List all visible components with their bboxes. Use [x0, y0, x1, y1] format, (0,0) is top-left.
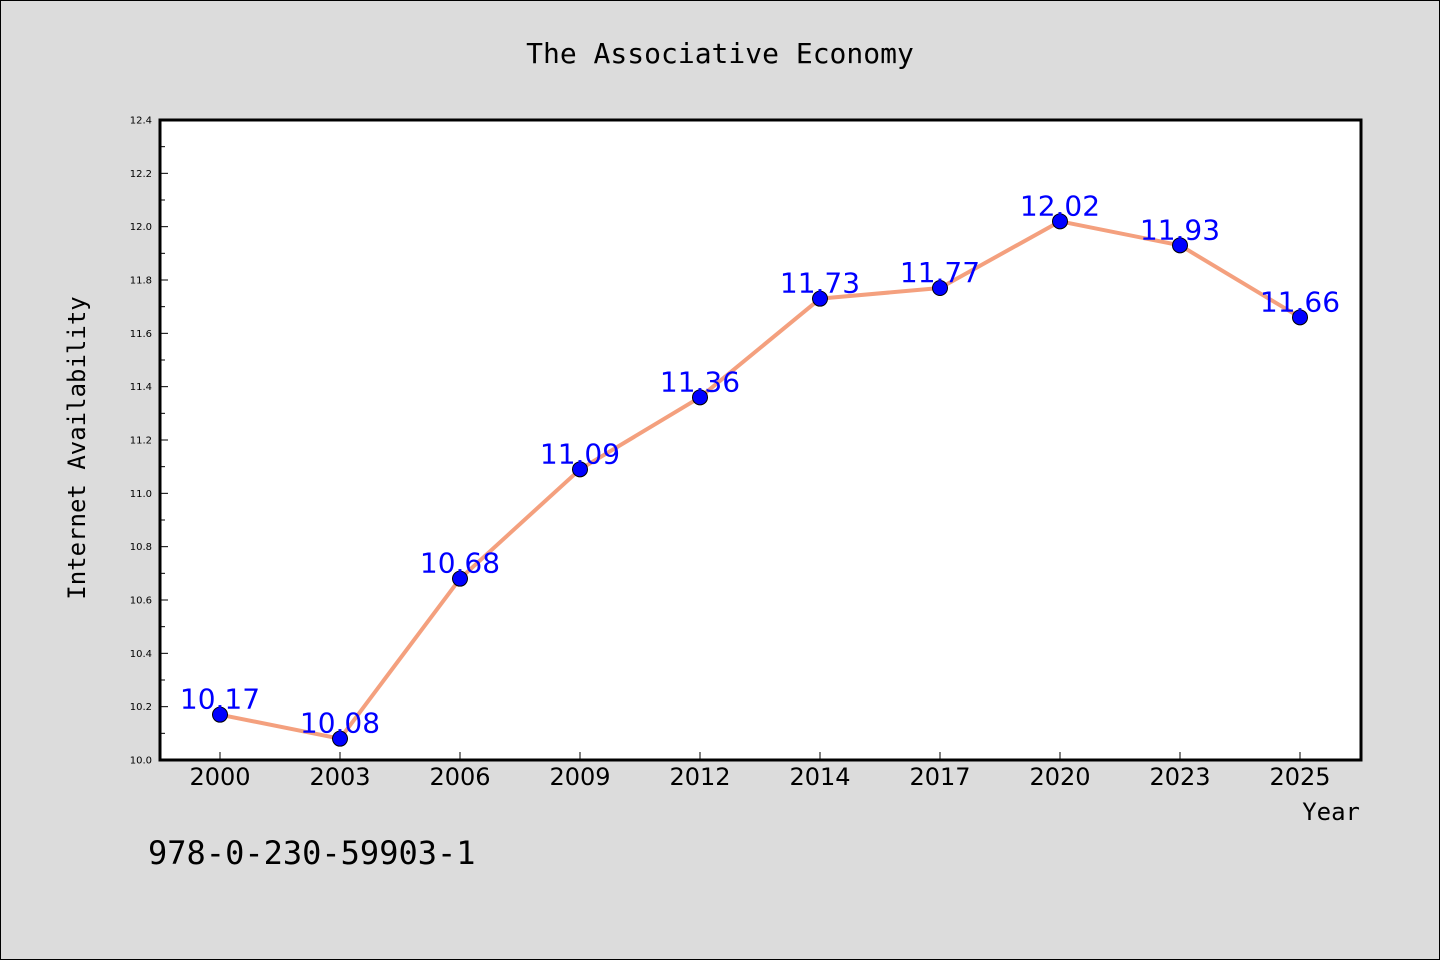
y-tick-label: 11.0: [130, 489, 152, 500]
x-axis: 2000 2003 2006 2009 2012 2014 2017 2020 2023 2025: [189, 752, 1331, 791]
plot-area: [158, 118, 1363, 762]
data-label: 12.02: [1020, 189, 1100, 222]
y-axis: 10.0 10.2 10.4 10.6 10.8 11.0 11.2 11.4 11.6 11.8…: [130, 116, 168, 767]
x-tick-label: 2006: [429, 763, 490, 791]
x-tick-label: 2025: [1269, 763, 1330, 791]
y-tick-label: 10.8: [130, 542, 152, 553]
y-tick-label: 10.0: [130, 756, 152, 767]
y-tick-label: 10.2: [130, 702, 152, 713]
x-tick-label: 2000: [189, 763, 250, 791]
data-point: [1292, 309, 1308, 326]
y-tick-label: 11.6: [130, 329, 152, 340]
data-point: [332, 730, 348, 747]
x-tick-label: 2017: [909, 763, 970, 791]
isbn-annotation: 978-0-230-59903-1: [148, 834, 476, 872]
data-label: 10.08: [300, 707, 380, 740]
data-label: 11.77: [900, 256, 980, 289]
x-tick-label: 2012: [669, 763, 730, 791]
data-point: [1172, 237, 1188, 254]
y-tick-label: 12.4: [130, 116, 152, 127]
y-tick-label: 11.4: [130, 382, 152, 393]
data-labels: 10.17 10.08 10.68 11.09 11.36 11.73 11.77 12.02…: [180, 189, 1340, 739]
x-tick-label: 2020: [1029, 763, 1090, 791]
y-tick-label: 12.2: [130, 169, 152, 180]
data-point: [932, 280, 948, 296]
x-tick-label: 2009: [549, 763, 610, 791]
data-label: 11.66: [1260, 285, 1340, 318]
data-label: 11.09: [540, 437, 620, 470]
chart-title: The Associative Economy: [526, 37, 914, 70]
x-tick-label: 2023: [1149, 763, 1210, 791]
x-tick-label: 2003: [309, 763, 370, 791]
data-point: [212, 706, 228, 723]
series-line: [219, 219, 1302, 741]
y-tick-label: 11.8: [130, 276, 152, 287]
data-point: [452, 570, 468, 587]
data-label: 10.68: [420, 547, 500, 580]
y-tick-label: 11.2: [130, 436, 152, 447]
x-tick-label: 2014: [789, 763, 850, 791]
data-point: [812, 290, 828, 307]
x-axis-label: Year: [1302, 798, 1360, 826]
data-label: 10.17: [180, 683, 260, 716]
y-tick-label: 12.0: [130, 222, 152, 233]
y-tick-label: 10.6: [130, 596, 152, 607]
series-group: [212, 213, 1308, 747]
data-point: [1052, 213, 1068, 230]
y-axis-label: Internet Availability: [63, 296, 91, 599]
y-tick-label: 10.4: [130, 649, 152, 660]
data-label: 11.73: [780, 267, 860, 300]
data-point: [572, 461, 588, 478]
data-label: 11.93: [1140, 213, 1220, 246]
data-label: 11.36: [660, 365, 740, 398]
data-point: [692, 389, 708, 406]
